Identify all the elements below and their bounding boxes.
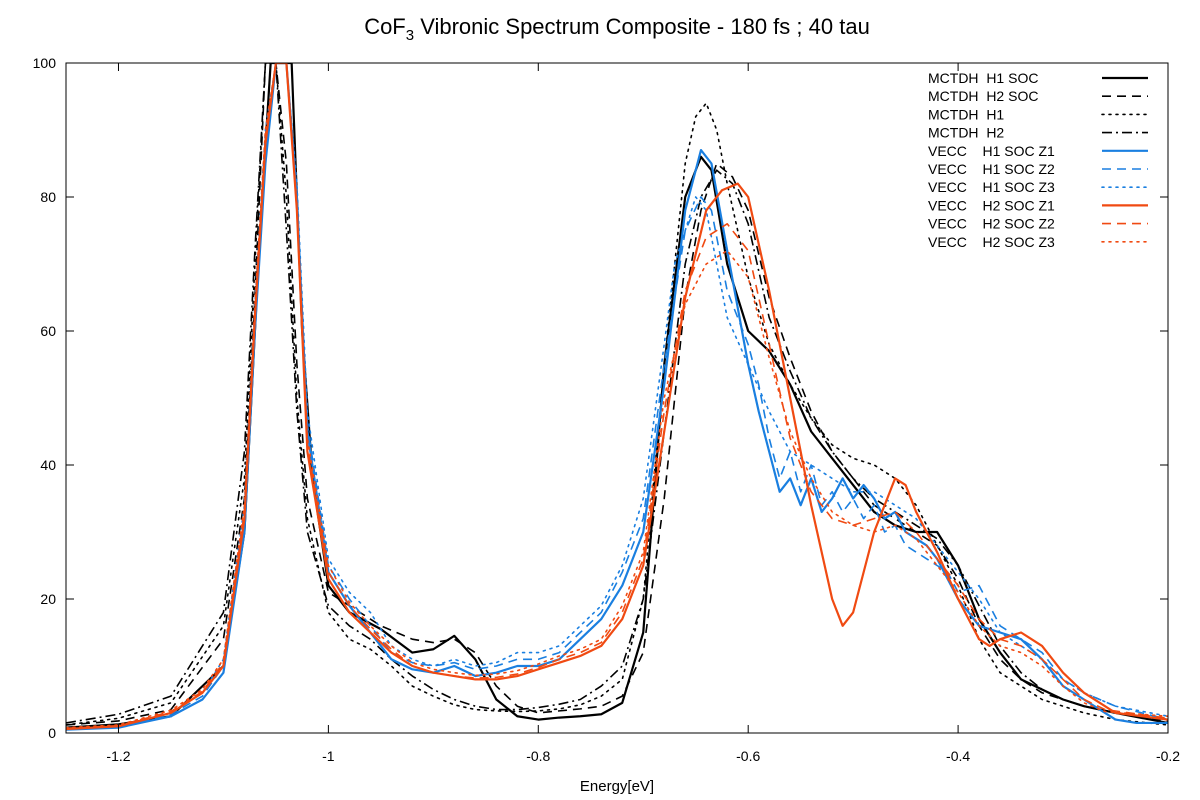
legend-label: VECC H1 SOC Z1 bbox=[928, 143, 1055, 159]
x-tick-label: -0.4 bbox=[946, 748, 970, 764]
series-line-3 bbox=[66, 63, 1168, 726]
legend-label: MCTDH H1 bbox=[928, 106, 1004, 122]
legend-label: VECC H2 SOC Z1 bbox=[928, 197, 1055, 213]
y-tick-label: 100 bbox=[33, 55, 57, 71]
legend: MCTDH H1 SOC MCTDH H2 SOC MCTDH H1 MCTDH H2… bbox=[928, 70, 1149, 250]
series-layer bbox=[66, 63, 1168, 731]
y-tick-label: 20 bbox=[40, 591, 56, 607]
legend-label: VECC H1 SOC Z2 bbox=[928, 161, 1055, 177]
x-tick-label: -0.8 bbox=[526, 748, 550, 764]
legend-label: VECC H1 SOC Z3 bbox=[928, 179, 1055, 195]
legend-label: MCTDH H2 bbox=[928, 125, 1004, 141]
x-tick-label: -0.2 bbox=[1156, 748, 1180, 764]
axis-ticks: -1.2 -1 -0.8 -0.6 -0.4 -0.2 0 20 40 60 80 100 bbox=[33, 55, 1181, 764]
series-line-1 bbox=[66, 63, 1168, 729]
x-tick-label: -1.2 bbox=[106, 748, 130, 764]
y-tick-label: 60 bbox=[40, 323, 56, 339]
x-axis-title: Energy[eV] bbox=[580, 778, 654, 795]
legend-label: MCTDH H2 SOC bbox=[928, 88, 1038, 104]
x-tick-label: -1 bbox=[322, 748, 335, 764]
y-tick-label: 80 bbox=[40, 189, 56, 205]
series-line-2 bbox=[66, 63, 1168, 726]
series-line-7 bbox=[66, 63, 1168, 730]
legend-label: VECC H2 SOC Z3 bbox=[928, 234, 1055, 250]
x-tick-label: -0.6 bbox=[736, 748, 760, 764]
y-tick-label: 0 bbox=[48, 725, 56, 741]
plot-frame bbox=[65, 62, 1169, 734]
legend-label: MCTDH H1 SOC bbox=[928, 70, 1038, 86]
legend-label: VECC H2 SOC Z2 bbox=[928, 216, 1055, 232]
y-tick-label: 40 bbox=[40, 457, 56, 473]
series-line-9 bbox=[66, 63, 1168, 730]
chart-title: CoF3 Vibronic Spectrum Composite - 180 f… bbox=[364, 14, 870, 44]
